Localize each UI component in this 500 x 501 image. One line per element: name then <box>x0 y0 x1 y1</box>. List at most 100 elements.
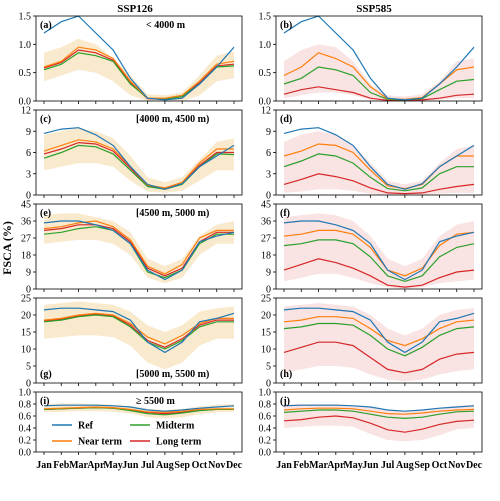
y-tick-label: 6 <box>266 148 271 159</box>
panel-letter: (d) <box>280 114 292 125</box>
y-tick-label: 0 <box>26 285 31 296</box>
uncertainty-band <box>284 213 474 289</box>
y-tick-label: 1.0 <box>19 388 32 399</box>
legend-label: Near term <box>78 437 123 448</box>
panel-letter: (e) <box>40 208 51 219</box>
y-tick-label: 27 <box>21 234 31 245</box>
legend-label: Midterm <box>156 421 195 432</box>
panel-f: 0 9 18 27 36 45 (f) <box>261 200 483 296</box>
series-line-long-term <box>283 86 475 102</box>
y-tick-label: 0.5 <box>259 68 272 79</box>
axes-frame <box>275 203 483 290</box>
panel-letter: (i) <box>40 396 49 407</box>
y-tick-label: 10 <box>261 345 271 356</box>
y-tick-label: 1.0 <box>259 40 272 51</box>
y-tick-label: 45 <box>21 200 31 211</box>
y-tick-label: 25 <box>261 294 271 305</box>
series-line-near-term <box>43 220 234 275</box>
series-line-long-term <box>43 141 234 190</box>
y-tick-label: 12 <box>21 106 31 117</box>
panel-e: 0 9 18 27 36 45 (e) [4500 m, 5000 m) <box>21 200 243 296</box>
y-tick-label: 1.0 <box>259 388 272 399</box>
legend-entry-near-term: Near term <box>52 437 123 448</box>
legend-label: Long term <box>156 437 202 448</box>
y-tick-label: 5 <box>266 362 271 373</box>
series-line-ref <box>283 15 475 101</box>
x-tick-label: Mar <box>69 460 88 471</box>
column-title-ssp126: SSP126 <box>117 3 153 15</box>
y-axis-label: FSCA (%) <box>0 221 14 275</box>
legend: Ref Midterm Near term Long term <box>52 421 202 448</box>
series-line-ref <box>283 307 475 354</box>
y-tick-label: 5 <box>26 362 31 373</box>
x-tick-label: Aug <box>156 460 174 471</box>
y-tick-label: 0.6 <box>259 412 272 423</box>
series-line-ref <box>43 220 235 281</box>
y-tick-label: 0 <box>26 379 31 390</box>
x-tick-label: Feb <box>53 460 70 471</box>
panel-letter: (b) <box>280 20 292 31</box>
series-line-midterm <box>283 322 475 357</box>
series-line-near-term <box>283 316 475 347</box>
axes-frame <box>275 297 483 384</box>
x-tick-label: Jun <box>362 460 379 471</box>
x-tick-label: Dec <box>466 460 483 471</box>
panel-c: 0 3 6 9 12 (c) [4000 m, 4500 m) <box>21 106 243 202</box>
y-tick-label: 1.0 <box>19 40 32 51</box>
series-line-long-term <box>283 341 475 374</box>
elevation-annotation: [4000 m, 4500 m) <box>136 114 209 125</box>
x-tick-label: Apr <box>87 460 105 471</box>
panel-letter: (f) <box>280 208 290 219</box>
y-tick-label: 0.2 <box>259 436 272 447</box>
panel-letter: (h) <box>280 369 292 380</box>
axes-frame <box>35 15 243 102</box>
series-line-midterm <box>283 153 474 192</box>
elevation-annotation: < 4000 m <box>146 20 186 31</box>
legend-entry-long-term: Long term <box>130 437 202 448</box>
series-line-long-term <box>283 173 475 195</box>
y-tick-label: 3 <box>266 169 271 180</box>
y-tick-label: 18 <box>261 251 271 262</box>
x-tick-label: Jan <box>36 460 52 471</box>
series-line-near-term <box>283 407 475 415</box>
series-line-near-term <box>43 46 235 99</box>
y-tick-label: 20 <box>21 311 31 322</box>
series-line-ref <box>283 127 475 190</box>
series-line-near-term <box>43 406 234 414</box>
x-tick-label: Jul <box>141 460 155 471</box>
x-tick-label: Dec <box>226 460 243 471</box>
series-line-ref <box>283 404 475 412</box>
y-tick-label: 9 <box>266 127 271 138</box>
panel-letter: (g) <box>40 369 52 380</box>
uncertainty-band <box>44 38 234 101</box>
y-tick-label: 0 <box>266 379 271 390</box>
legend-label: Ref <box>78 421 94 432</box>
series-line-ref <box>43 307 235 354</box>
axes-frame <box>275 15 483 102</box>
y-tick-label: 9 <box>266 268 271 279</box>
series-line-midterm <box>43 314 234 350</box>
x-tick-label: May <box>103 460 122 471</box>
y-tick-label: 0.4 <box>259 424 272 435</box>
y-tick-label: 20 <box>261 311 271 322</box>
panel-h: 0 5 10 15 20 25 (h) <box>261 294 483 390</box>
series-line-long-term <box>283 415 475 433</box>
series-line-near-term <box>283 229 475 277</box>
series-line-ref <box>43 127 235 190</box>
series-line-ref <box>43 15 235 101</box>
y-tick-label: 18 <box>21 251 31 262</box>
y-tick-label: 0.4 <box>19 424 32 435</box>
y-tick-label: 0.8 <box>259 400 272 411</box>
axes-frame <box>35 391 243 453</box>
x-tick-label: Oct <box>432 460 448 471</box>
axes-frame <box>275 391 483 453</box>
y-tick-label: 1.5 <box>259 12 272 23</box>
uncertainty-band <box>284 44 474 101</box>
series-line-midterm <box>283 409 475 420</box>
panels-group: 0.0 0.5 1.0 1.5 (a) < 4000 m 0.0 0.5 1.0 1.5 (b) 0 3… <box>19 12 483 472</box>
y-tick-label: 1.5 <box>19 12 32 23</box>
y-tick-label: 25 <box>21 294 31 305</box>
x-tick-label: Sep <box>174 460 190 471</box>
